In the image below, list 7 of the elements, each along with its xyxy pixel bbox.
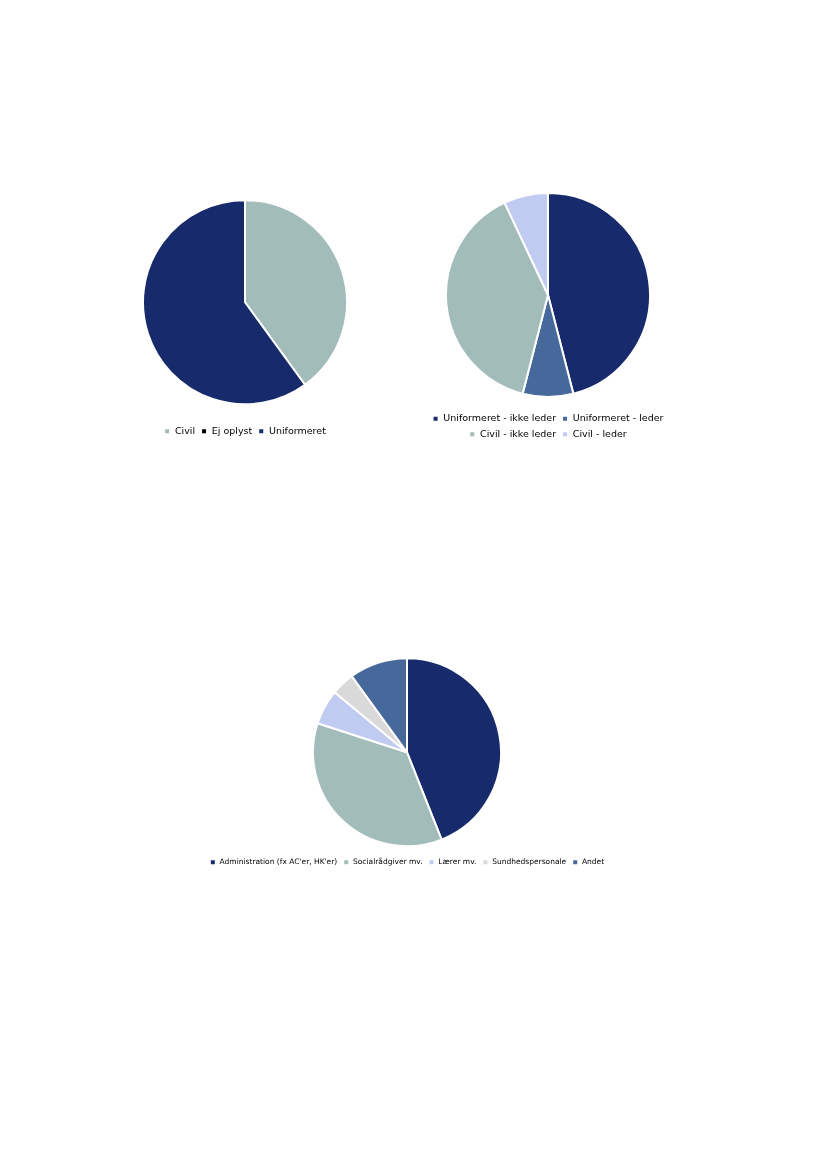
legend-label: Civil — [174, 424, 196, 436]
legend-label: Uniformeret - ikke leder — [443, 412, 557, 424]
legend-label: Ej oplyst — [211, 424, 253, 436]
legend-label: Uniformeret - leder — [572, 412, 664, 424]
legend-label: Uniformeret — [268, 424, 327, 436]
legend-label: Civil - ikke leder — [480, 427, 557, 439]
legend-label: Civil - leder — [572, 427, 627, 439]
